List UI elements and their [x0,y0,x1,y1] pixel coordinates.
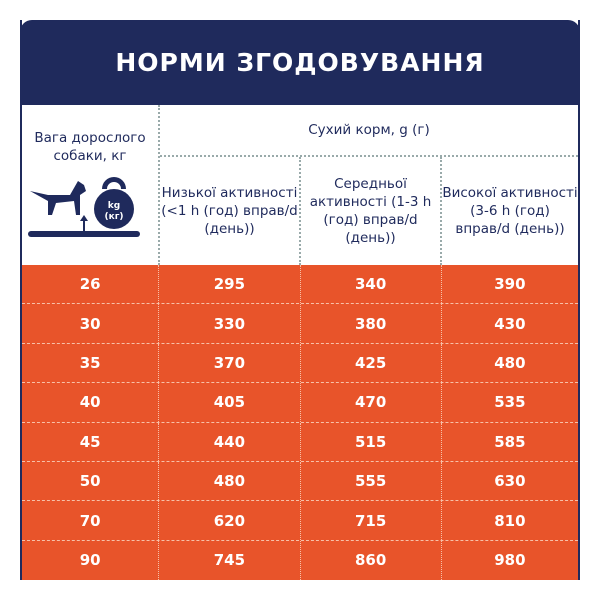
table-cell: 480 [494,353,526,372]
table-cell: 30 [22,304,160,343]
table-cell: 630 [494,472,526,491]
table-row: 30 330 380 430 [22,304,578,344]
table-row: 26 295 340 390 [22,265,578,305]
weight-label: Вага дорослого собаки, кг [34,130,146,164]
table-cell: 380 [301,304,442,343]
table-cell: 35 [22,343,160,383]
high-activity-header: Високої активності (3-6 h (год) вправ/d … [442,185,578,237]
dog-kettlebell-icon: kg (кг) [28,177,140,237]
table-body: 26 295 340 390 30 330 380 430 35 370 425 480 40 405 47… [22,265,578,581]
table-cell: 90 [22,540,160,581]
table-cell: 330 [159,304,301,343]
table-cell: 45 [22,422,160,461]
dry-food-header: Сухий корм, g (г) [160,105,578,157]
table-row: 45 440 515 585 [22,422,578,462]
svg-text:kg: kg [108,201,120,211]
table-cell: 50 [22,461,160,501]
table-cell: 390 [494,275,526,294]
table-cell: 620 [159,501,301,540]
svg-text:(кг): (кг) [104,212,123,222]
table-title: НОРМИ ЗГОДОВУВАННЯ [20,20,580,105]
table-row: 40 405 470 535 [22,383,578,423]
table-cell: 515 [301,422,442,461]
table-cell: 295 [159,265,301,304]
table-cell: 585 [494,432,526,451]
medium-activity-header: Середньої активності (1-3 h (год) вправ/… [301,157,442,265]
table-cell: 535 [494,393,526,412]
table-row: 50 480 555 630 [22,461,578,502]
table-row: 70 620 715 810 [22,501,578,541]
table-cell: 980 [494,551,526,570]
table-cell: 370 [159,343,301,383]
table-cell: 425 [301,343,442,383]
table-cell: 440 [159,422,301,461]
table-cell: 40 [22,383,160,422]
table-header: Вага дорослого собаки, кг kg (кг) Сухий … [22,105,578,265]
table-cell: 340 [301,265,442,304]
table-cell: 555 [301,461,442,501]
table-cell: 480 [159,461,301,501]
table-cell: 26 [22,265,160,304]
feeding-table: НОРМИ ЗГОДОВУВАННЯ Вага дорослого собаки… [20,20,580,581]
table-cell: 715 [301,501,442,540]
table-cell: 405 [159,383,301,422]
table-row: 90 745 860 980 [22,540,578,581]
table-cell: 810 [494,511,526,530]
table-row: 35 370 425 480 [22,343,578,384]
weight-header: Вага дорослого собаки, кг kg (кг) [22,105,160,265]
table-cell: 70 [22,501,160,540]
table-cell: 430 [494,314,526,333]
low-activity-header: Низької активності (<1 h (год) вправ/d (… [160,157,301,265]
table-cell: 470 [301,383,442,422]
table-cell: 745 [159,540,301,581]
table-cell: 860 [301,540,442,581]
